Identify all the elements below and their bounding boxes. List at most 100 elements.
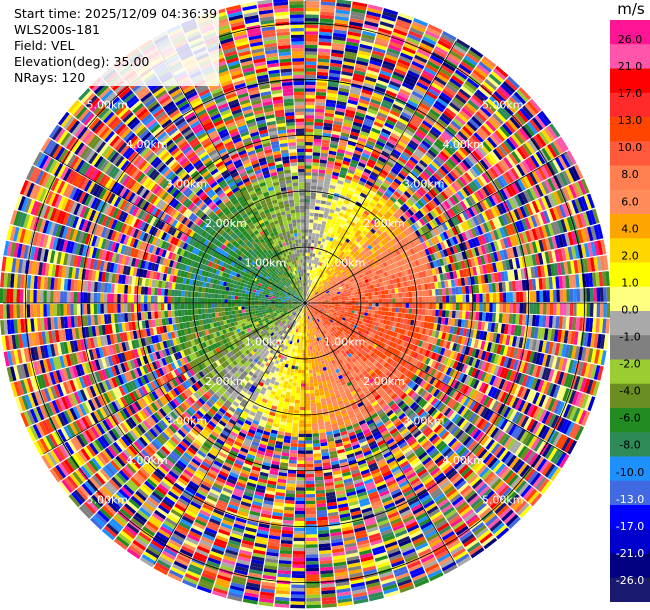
velocity-gate bbox=[468, 118, 480, 130]
velocity-gate bbox=[365, 252, 370, 258]
velocity-gate bbox=[316, 88, 327, 93]
velocity-gate bbox=[316, 71, 329, 76]
velocity-gate bbox=[397, 117, 409, 126]
velocity-gate bbox=[313, 219, 318, 224]
velocity-gate bbox=[457, 130, 468, 141]
velocity-gate bbox=[345, 44, 359, 50]
velocity-gate bbox=[499, 303, 503, 313]
velocity-gate bbox=[511, 94, 524, 107]
velocity-gate bbox=[364, 79, 376, 86]
velocity-gate bbox=[576, 288, 581, 302]
velocity-gate bbox=[413, 87, 425, 97]
velocity-gate bbox=[337, 249, 343, 254]
velocity-gate bbox=[352, 76, 364, 83]
velocity-gate bbox=[328, 153, 336, 159]
velocity-gate bbox=[372, 183, 380, 191]
velocity-gate bbox=[309, 273, 312, 277]
velocity-gate bbox=[596, 303, 601, 318]
velocity-gate bbox=[427, 201, 435, 210]
velocity-gate bbox=[305, 262, 307, 267]
velocity-gate bbox=[325, 222, 331, 227]
velocity-gate bbox=[404, 105, 415, 114]
velocity-gate bbox=[368, 292, 372, 297]
velocity-gate bbox=[325, 236, 330, 241]
velocity-gate bbox=[422, 195, 430, 204]
velocity-gate bbox=[325, 102, 336, 108]
velocity-gate bbox=[317, 58, 330, 63]
velocity-gate bbox=[305, 212, 310, 216]
velocity-gate bbox=[313, 243, 318, 248]
velocity-gate bbox=[439, 36, 454, 47]
velocity-gate bbox=[559, 303, 564, 316]
velocity-gate bbox=[443, 189, 452, 198]
velocity-gate bbox=[350, 131, 360, 137]
velocity-gate bbox=[495, 88, 509, 101]
velocity-gate bbox=[327, 275, 331, 280]
velocity-gate bbox=[459, 146, 469, 157]
velocity-gate bbox=[435, 170, 445, 179]
velocity-gate bbox=[409, 139, 419, 148]
velocity-gate bbox=[372, 251, 378, 257]
velocity-gate bbox=[362, 30, 376, 37]
velocity-gate bbox=[439, 115, 450, 126]
velocity-gate bbox=[426, 165, 435, 175]
velocity-gate bbox=[414, 84, 427, 94]
velocity-gate bbox=[487, 136, 498, 148]
velocity-gate bbox=[305, 225, 309, 230]
velocity-gate bbox=[323, 126, 333, 131]
velocity-gate bbox=[309, 219, 314, 223]
velocity-gate bbox=[323, 180, 331, 185]
velocity-gate bbox=[308, 294, 312, 298]
velocity-gate bbox=[361, 238, 367, 244]
velocity-gate bbox=[369, 130, 380, 138]
velocity-gate bbox=[306, 272, 308, 277]
velocity-gate bbox=[307, 297, 310, 301]
velocity-gate bbox=[308, 232, 313, 237]
velocity-gate bbox=[335, 9, 350, 15]
velocity-gate bbox=[423, 33, 438, 43]
velocity-gate bbox=[305, 14, 319, 19]
velocity-gate bbox=[384, 228, 391, 236]
velocity-gate bbox=[314, 291, 318, 294]
velocity-gate bbox=[445, 287, 450, 295]
velocity-gate bbox=[454, 151, 464, 161]
velocity-gate bbox=[532, 303, 537, 315]
velocity-gate bbox=[374, 314, 378, 318]
velocity-gate bbox=[340, 275, 345, 280]
velocity-gate bbox=[364, 257, 370, 263]
velocity-gate bbox=[389, 170, 398, 178]
velocity-gate bbox=[461, 174, 471, 184]
velocity-gate bbox=[380, 257, 386, 264]
velocity-gate bbox=[338, 273, 343, 278]
velocity-gate bbox=[362, 221, 368, 228]
velocity-gate bbox=[519, 303, 524, 314]
velocity-gate bbox=[369, 259, 375, 265]
velocity-gate bbox=[455, 303, 460, 311]
velocity-gate bbox=[360, 287, 364, 291]
velocity-gate bbox=[374, 143, 384, 151]
velocity-gate bbox=[417, 175, 426, 184]
velocity-gate bbox=[305, 68, 317, 72]
velocity-gate bbox=[387, 186, 396, 194]
velocity-gate bbox=[349, 184, 357, 190]
velocity-gate bbox=[428, 57, 442, 67]
velocity-gate bbox=[314, 257, 317, 261]
velocity-gate bbox=[383, 237, 389, 244]
velocity-gate bbox=[419, 173, 428, 182]
velocity-gate bbox=[416, 81, 429, 91]
velocity-gate bbox=[336, 281, 340, 285]
velocity-gate bbox=[439, 67, 453, 78]
velocity-gate bbox=[376, 202, 383, 209]
velocity-gate bbox=[376, 79, 389, 87]
velocity-gate bbox=[449, 77, 462, 88]
velocity-gate bbox=[440, 133, 451, 143]
velocity-gate bbox=[320, 200, 327, 205]
velocity-gate bbox=[465, 52, 480, 64]
velocity-gate bbox=[478, 312, 483, 321]
velocity-gate bbox=[363, 210, 370, 216]
velocity-gate bbox=[324, 288, 329, 292]
velocity-gate bbox=[506, 98, 519, 112]
velocity-gate bbox=[346, 37, 360, 44]
velocity-gate bbox=[388, 298, 393, 303]
velocity-gate bbox=[309, 269, 312, 274]
